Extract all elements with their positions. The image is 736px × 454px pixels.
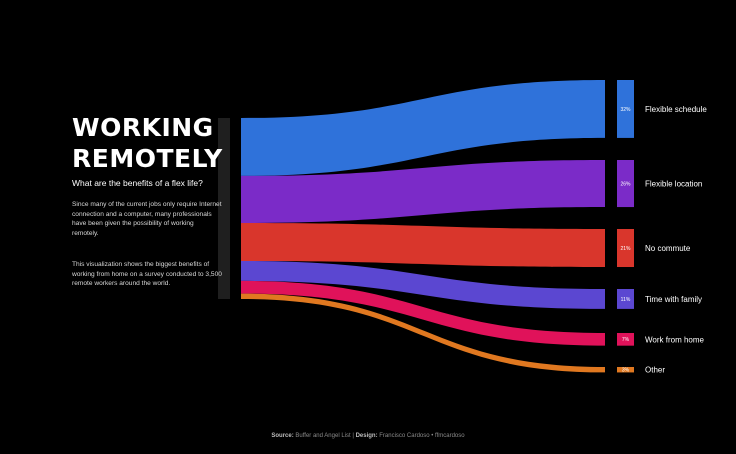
design-text: Francisco Cardoso • ffmcardoso xyxy=(379,433,465,439)
category-label-other: Other xyxy=(645,366,665,375)
target-bar-no-commute xyxy=(617,229,634,268)
target-bar-flexible-location xyxy=(617,160,634,208)
subtitle: What are the benefits of a flex life? xyxy=(72,178,203,188)
value-label-time-with-family: 11% xyxy=(621,297,631,303)
flows-group xyxy=(241,80,605,373)
title-line-1: WORKING xyxy=(72,113,214,142)
value-label-flexible-location: 26% xyxy=(620,181,631,187)
source-node-bar xyxy=(218,118,230,299)
flow-other xyxy=(241,293,605,373)
title-line-2: REMOTELY xyxy=(72,144,223,173)
footer-credits: Source: Buffer and Angel List | Design: … xyxy=(0,433,736,439)
target-bar-flexible-schedule xyxy=(617,80,634,138)
category-label-time-with-family: Time with family xyxy=(645,295,702,304)
value-label-no-commute: 21% xyxy=(620,246,631,252)
flow-flexible-location xyxy=(241,160,605,223)
flow-work-from-home xyxy=(241,280,605,346)
source-text: Buffer and Angel List xyxy=(295,433,351,439)
source-label: Source: xyxy=(271,433,294,439)
category-label-no-commute: No commute xyxy=(645,244,691,253)
flow-no-commute xyxy=(241,222,605,268)
value-label-other: 3% xyxy=(622,368,630,374)
target-bar-other xyxy=(617,367,634,373)
flow-flexible-schedule xyxy=(241,80,605,176)
description-paragraph-2: This visualization shows the biggest ben… xyxy=(72,261,222,288)
category-label-flexible-schedule: Flexible schedule xyxy=(645,105,707,114)
category-label-flexible-location: Flexible location xyxy=(645,180,702,189)
value-label-work-from-home: 7% xyxy=(622,337,630,343)
target-bars-group xyxy=(617,80,634,373)
value-label-flexible-schedule: 32% xyxy=(620,107,631,113)
footer-separator: | xyxy=(352,433,354,439)
labels-group: 32% Flexible schedule 26% Flexible location… xyxy=(620,105,707,375)
page-title: WORKING REMOTELY xyxy=(72,112,222,174)
category-label-work-from-home: Work from home xyxy=(645,335,705,344)
target-bar-work-from-home xyxy=(617,333,634,346)
description-paragraph-1: Since many of the current jobs only requ… xyxy=(72,201,222,237)
flow-time-with-family xyxy=(241,260,605,309)
target-bar-time-with-family xyxy=(617,289,634,309)
design-label: Design: xyxy=(355,433,378,439)
